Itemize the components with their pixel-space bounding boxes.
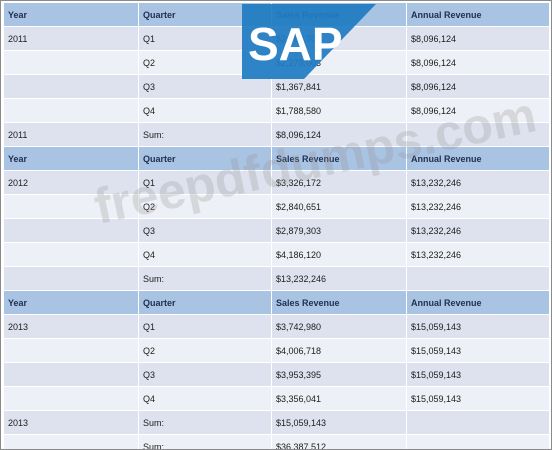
annual-revenue-cell: $8,096,124 — [407, 51, 549, 74]
quarter-cell: Q4 — [139, 243, 272, 266]
sales-revenue-cell: $2,840,651 — [272, 195, 407, 218]
header-quarter: Quarter — [139, 147, 272, 170]
year-cell — [4, 219, 139, 242]
year-cell — [4, 435, 139, 449]
sales-revenue-cell: $1,367,841 — [272, 75, 407, 98]
year-cell: 2013 — [4, 315, 139, 338]
annual-revenue-cell: $13,232,246 — [407, 219, 549, 242]
table-row: 2013 Sum: $15,059,143 — [4, 411, 549, 435]
table-row: Q3 $1,367,841 $8,096,124 — [4, 75, 549, 99]
annual-revenue-cell: $8,096,124 — [407, 75, 549, 98]
sales-revenue-cell: $3,742,980 — [272, 315, 407, 338]
sales-revenue-cell: $15,059,143 — [272, 411, 407, 434]
revenue-table: Year Quarter Sales Revenue Annual Revenu… — [4, 3, 549, 449]
sales-revenue-cell: $3,356,041 — [272, 387, 407, 410]
table-row: Sum: $36,387,512 — [4, 435, 549, 449]
quarter-cell: Q2 — [139, 195, 272, 218]
header-row: Year Quarter Sales Revenue Annual Revenu… — [4, 147, 549, 171]
quarter-cell: Sum: — [139, 411, 272, 434]
table-row: Q2 $2,840,651 $13,232,246 — [4, 195, 549, 219]
year-cell: 2013 — [4, 411, 139, 434]
year-cell — [4, 387, 139, 410]
year-cell — [4, 51, 139, 74]
year-cell: 2012 — [4, 171, 139, 194]
year-cell — [4, 363, 139, 386]
year-cell — [4, 267, 139, 290]
table-row: 2011 Sum: $8,096,124 — [4, 123, 549, 147]
annual-revenue-cell: $15,059,143 — [407, 387, 549, 410]
sales-revenue-cell: $36,387,512 — [272, 435, 407, 449]
quarter-cell: Sum: — [139, 267, 272, 290]
sap-logo-shape — [242, 4, 376, 79]
annual-revenue-cell — [407, 411, 549, 434]
sap-logo: SAP ® — [242, 4, 376, 79]
annual-revenue-cell: $15,059,143 — [407, 363, 549, 386]
table-row: 2012 Q1 $3,326,172 $13,232,246 — [4, 171, 549, 195]
year-cell — [4, 195, 139, 218]
annual-revenue-cell: $15,059,143 — [407, 315, 549, 338]
year-cell — [4, 99, 139, 122]
annual-revenue-cell — [407, 435, 549, 449]
header-sales-revenue: Sales Revenue — [272, 147, 407, 170]
sales-revenue-cell: $13,232,246 — [272, 267, 407, 290]
header-year: Year — [4, 147, 139, 170]
quarter-cell: Q1 — [139, 315, 272, 338]
sap-logo-text: SAP — [248, 18, 343, 70]
annual-revenue-cell: $8,096,124 — [407, 27, 549, 50]
table-row: Q2 $4,006,718 $15,059,143 — [4, 339, 549, 363]
annual-revenue-cell: $13,232,246 — [407, 195, 549, 218]
quarter-cell: Q2 — [139, 339, 272, 362]
header-quarter: Quarter — [139, 291, 272, 314]
header-annual-revenue: Annual Revenue — [407, 147, 549, 170]
sales-revenue-cell: $1,788,580 — [272, 99, 407, 122]
quarter-cell: Q4 — [139, 387, 272, 410]
table-row: Q3 $3,953,395 $15,059,143 — [4, 363, 549, 387]
header-annual-revenue: Annual Revenue — [407, 291, 549, 314]
header-year: Year — [4, 291, 139, 314]
annual-revenue-cell: $8,096,124 — [407, 99, 549, 122]
annual-revenue-cell — [407, 267, 549, 290]
table-row: Q4 $1,788,580 $8,096,124 — [4, 99, 549, 123]
sales-revenue-cell: $4,006,718 — [272, 339, 407, 362]
annual-revenue-cell — [407, 123, 549, 146]
sales-revenue-cell: $3,953,395 — [272, 363, 407, 386]
quarter-cell: Q4 — [139, 99, 272, 122]
sales-revenue-cell: $3,326,172 — [272, 171, 407, 194]
quarter-cell: Q3 — [139, 75, 272, 98]
table-row: Sum: $13,232,246 — [4, 267, 549, 291]
header-annual-revenue: Annual Revenue — [407, 3, 549, 26]
quarter-cell: Q3 — [139, 363, 272, 386]
year-cell: 2011 — [4, 123, 139, 146]
sales-revenue-cell: $4,186,120 — [272, 243, 407, 266]
quarter-cell: Q3 — [139, 219, 272, 242]
table-row: 2013 Q1 $3,742,980 $15,059,143 — [4, 315, 549, 339]
header-year: Year — [4, 3, 139, 26]
header-sales-revenue: Sales Revenue — [272, 291, 407, 314]
header-row: Year Quarter Sales Revenue Annual Revenu… — [4, 291, 549, 315]
quarter-cell: Q1 — [139, 171, 272, 194]
year-cell — [4, 75, 139, 98]
year-cell: 2011 — [4, 27, 139, 50]
year-cell — [4, 339, 139, 362]
annual-revenue-cell: $13,232,246 — [407, 243, 549, 266]
table-row: Q4 $3,356,041 $15,059,143 — [4, 387, 549, 411]
table-row: Q4 $4,186,120 $13,232,246 — [4, 243, 549, 267]
table-row: Q3 $2,879,303 $13,232,246 — [4, 219, 549, 243]
annual-revenue-cell: $15,059,143 — [407, 339, 549, 362]
quarter-cell: Sum: — [139, 435, 272, 449]
year-cell — [4, 243, 139, 266]
annual-revenue-cell: $13,232,246 — [407, 171, 549, 194]
quarter-cell: Sum: — [139, 123, 272, 146]
sales-revenue-cell: $2,879,303 — [272, 219, 407, 242]
sales-revenue-cell: $8,096,124 — [272, 123, 407, 146]
